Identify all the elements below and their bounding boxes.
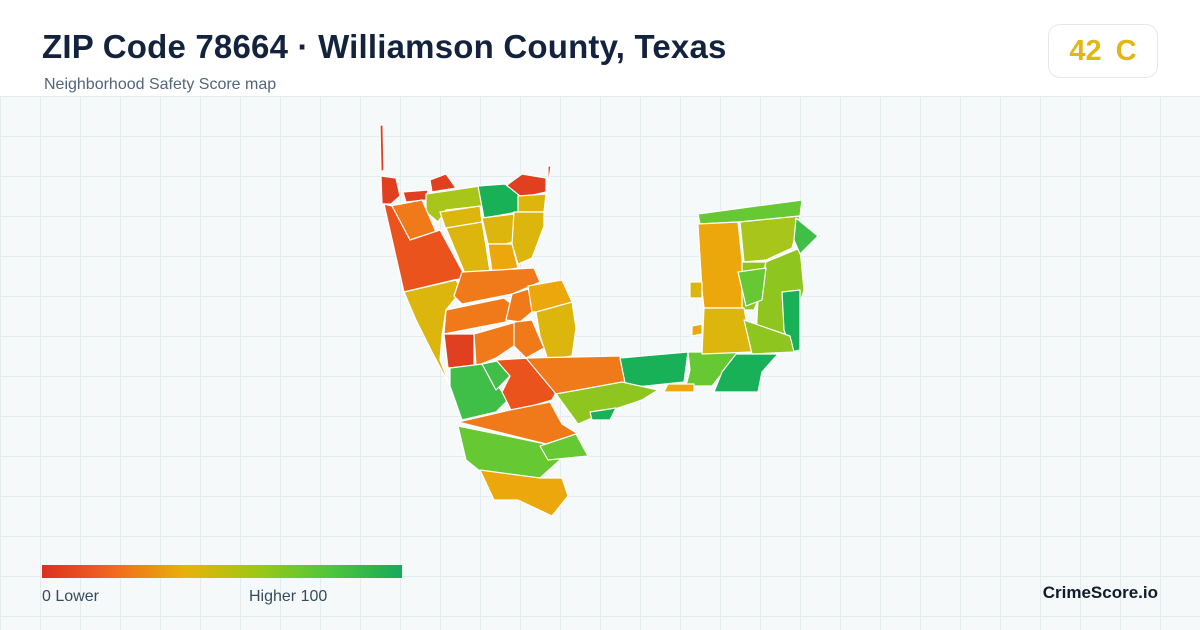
- map-region[interactable]: [697, 221, 743, 309]
- page-subtitle: Neighborhood Safety Score map: [44, 76, 277, 93]
- map-region[interactable]: [743, 319, 795, 355]
- map-region[interactable]: [619, 351, 689, 389]
- legend-low-label: 0 Lower: [42, 588, 99, 605]
- map-region[interactable]: [511, 211, 545, 265]
- map-region[interactable]: [379, 124, 385, 173]
- map-region[interactable]: [691, 323, 703, 337]
- map-region[interactable]: [793, 217, 819, 255]
- map-region[interactable]: [487, 243, 519, 273]
- page-title: ZIP Code 78664 · Williamson County, Texa…: [42, 28, 727, 65]
- map-region[interactable]: [513, 319, 545, 359]
- map-region[interactable]: [555, 381, 659, 425]
- safety-score-badge: 42 C: [1048, 24, 1158, 78]
- legend-color-scale: [42, 565, 402, 578]
- map-region[interactable]: [429, 173, 457, 193]
- map-region[interactable]: [547, 165, 552, 187]
- map-region[interactable]: [589, 407, 617, 421]
- map-region[interactable]: [443, 333, 475, 369]
- map-region[interactable]: [479, 469, 569, 517]
- map-region[interactable]: [535, 301, 577, 361]
- map-region[interactable]: [713, 353, 779, 393]
- map-region[interactable]: [663, 383, 695, 393]
- header: ZIP Code 78664 · Williamson County, Texa…: [0, 0, 1200, 96]
- map-region[interactable]: [445, 221, 491, 277]
- map-region[interactable]: [402, 189, 429, 203]
- legend-high-label: Higher 100: [249, 588, 328, 605]
- brand-logo-text: CrimeScore.io: [1042, 583, 1158, 602]
- map-region[interactable]: [737, 267, 767, 307]
- map-region[interactable]: [473, 321, 517, 367]
- map-region[interactable]: [739, 215, 801, 263]
- map-region[interactable]: [701, 307, 753, 355]
- map-region[interactable]: [380, 175, 401, 205]
- safety-grade: C: [1115, 34, 1137, 67]
- map-region[interactable]: [517, 193, 547, 213]
- map-region[interactable]: [689, 281, 703, 299]
- safety-score-value: 42: [1069, 34, 1102, 67]
- map-region[interactable]: [539, 433, 589, 461]
